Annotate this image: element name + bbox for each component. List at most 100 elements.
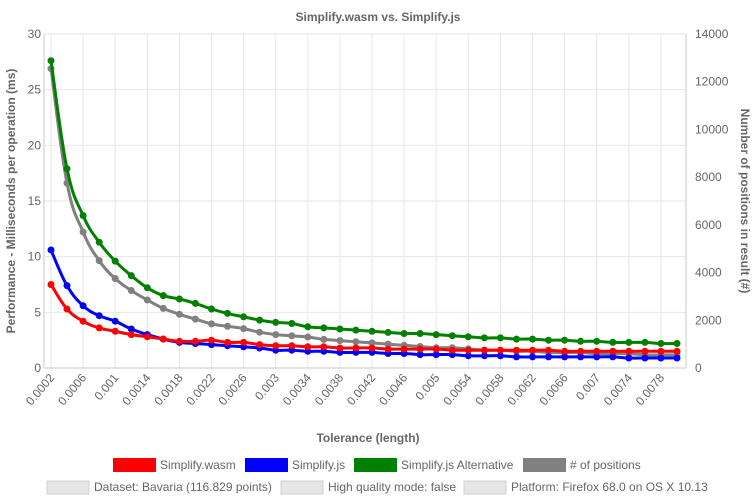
data-point[interactable] [320, 335, 328, 343]
data-point[interactable] [111, 317, 119, 325]
data-point[interactable] [47, 281, 55, 288]
data-point[interactable] [336, 337, 344, 345]
data-point[interactable] [384, 345, 392, 353]
data-point[interactable] [47, 57, 55, 65]
data-point[interactable] [240, 338, 248, 346]
data-point[interactable] [320, 324, 328, 332]
data-point[interactable] [368, 344, 376, 352]
data-point[interactable] [159, 292, 167, 300]
data-point[interactable] [175, 295, 183, 303]
data-point[interactable] [593, 347, 601, 355]
info-item-platform[interactable]: Platform: Firefox 68.0 on OS X 10.13 [463, 480, 708, 495]
data-point[interactable] [175, 310, 183, 318]
data-point[interactable] [609, 338, 617, 346]
data-point[interactable] [513, 353, 520, 361]
data-point[interactable] [673, 347, 681, 355]
data-point[interactable] [529, 353, 536, 361]
data-point[interactable] [304, 323, 312, 331]
data-point[interactable] [191, 315, 199, 323]
data-point[interactable] [79, 212, 87, 219]
data-point[interactable] [288, 342, 296, 350]
data-point[interactable] [561, 347, 569, 355]
data-point[interactable] [416, 345, 424, 353]
data-point[interactable] [191, 299, 199, 307]
data-point[interactable] [657, 340, 665, 347]
data-point[interactable] [641, 338, 649, 346]
data-point[interactable] [641, 354, 649, 362]
data-point[interactable] [384, 328, 392, 336]
data-point[interactable] [625, 338, 633, 346]
data-point[interactable] [400, 330, 408, 337]
data-point[interactable] [432, 331, 440, 339]
info-item-dataset[interactable]: Dataset: Bavaria (116.829 points) [46, 480, 272, 495]
data-point[interactable] [464, 333, 472, 341]
data-point[interactable] [224, 309, 231, 317]
data-point[interactable] [545, 336, 552, 344]
data-point[interactable] [416, 330, 424, 337]
data-point[interactable] [95, 312, 103, 320]
data-point[interactable] [143, 296, 151, 304]
data-point[interactable] [63, 282, 71, 290]
info-item-quality-mode[interactable]: High quality mode: false [280, 480, 456, 495]
data-point[interactable] [432, 345, 440, 353]
data-point[interactable] [256, 316, 264, 324]
data-point[interactable] [272, 342, 280, 350]
data-point[interactable] [288, 320, 296, 327]
data-point[interactable] [673, 354, 681, 362]
data-point[interactable] [480, 346, 488, 354]
data-point[interactable] [191, 337, 199, 345]
data-point[interactable] [561, 336, 569, 344]
data-point[interactable] [159, 335, 167, 343]
data-point[interactable] [208, 320, 215, 328]
data-point[interactable] [496, 334, 504, 342]
data-point[interactable] [577, 347, 585, 355]
data-point[interactable] [272, 318, 280, 326]
data-point[interactable] [79, 228, 87, 236]
data-point[interactable] [256, 341, 264, 349]
data-point[interactable] [577, 337, 585, 345]
data-point[interactable] [63, 165, 71, 173]
data-point[interactable] [79, 317, 87, 325]
data-point[interactable] [240, 325, 248, 333]
data-point[interactable] [320, 343, 328, 351]
data-point[interactable] [673, 340, 681, 347]
data-point[interactable] [368, 327, 376, 335]
data-point[interactable] [127, 331, 135, 339]
data-point[interactable] [529, 335, 536, 343]
data-point[interactable] [464, 346, 472, 354]
data-point[interactable] [79, 302, 87, 310]
data-point[interactable] [496, 346, 504, 354]
data-point[interactable] [208, 336, 215, 344]
data-point[interactable] [143, 333, 151, 341]
legend-item-simplify-js-alternative[interactable]: Simplify.js Alternative [354, 458, 514, 472]
data-point[interactable] [127, 287, 135, 294]
data-point[interactable] [159, 304, 167, 312]
data-point[interactable] [448, 332, 456, 340]
data-point[interactable] [272, 331, 280, 339]
data-point[interactable] [400, 345, 408, 353]
data-point[interactable] [641, 347, 649, 355]
data-point[interactable] [352, 326, 360, 334]
data-point[interactable] [352, 344, 360, 352]
data-point[interactable] [63, 305, 71, 313]
data-point[interactable] [111, 275, 119, 282]
data-point[interactable] [111, 257, 119, 265]
data-point[interactable] [545, 353, 552, 361]
data-point[interactable] [288, 332, 296, 340]
data-point[interactable] [175, 337, 183, 345]
data-point[interactable] [625, 347, 633, 355]
data-point[interactable] [529, 346, 536, 354]
data-point[interactable] [304, 343, 312, 351]
data-point[interactable] [657, 354, 665, 362]
data-point[interactable] [240, 313, 248, 321]
data-point[interactable] [127, 272, 135, 280]
data-point[interactable] [625, 354, 633, 362]
legend-item-simplify-js[interactable]: Simplify.js [245, 458, 345, 472]
data-point[interactable] [95, 257, 103, 265]
data-point[interactable] [593, 337, 601, 345]
data-point[interactable] [513, 335, 520, 343]
data-point[interactable] [256, 328, 264, 336]
data-point[interactable] [336, 344, 344, 352]
data-point[interactable] [513, 346, 520, 354]
data-point[interactable] [95, 238, 103, 246]
